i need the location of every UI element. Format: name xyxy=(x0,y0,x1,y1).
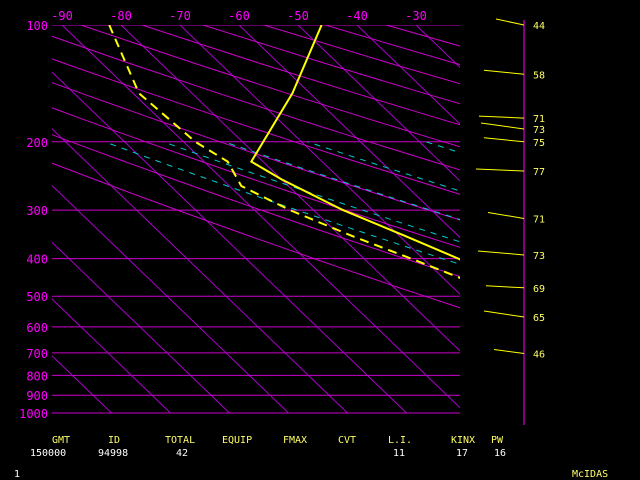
value-li: 11 xyxy=(393,448,405,459)
top-temp-tick-label: -40 xyxy=(346,9,368,23)
value-pw: 16 xyxy=(494,448,506,459)
isotherm-line xyxy=(52,71,407,414)
wind-barb-line xyxy=(478,115,525,119)
isotherm-line xyxy=(52,241,230,414)
background-grid xyxy=(52,25,640,414)
isotherm-line xyxy=(593,25,640,413)
pressure-tick-label: 100 xyxy=(26,19,48,33)
wind-barb-line xyxy=(483,137,525,143)
wind-barb-line xyxy=(483,69,525,75)
pressure-tick-label: 300 xyxy=(26,204,48,218)
top-temp-tick-label: -90 xyxy=(51,9,73,23)
pressure-tick-label: 900 xyxy=(26,389,48,403)
wind-speed-label: 69 xyxy=(533,284,545,295)
temperature-trace xyxy=(249,25,460,261)
isotherm-line xyxy=(120,25,460,352)
isotherm-line xyxy=(475,25,640,413)
dry-adiabat-line xyxy=(52,58,460,195)
isotherm-line xyxy=(52,355,112,414)
moist-adiabat-line xyxy=(162,141,460,243)
isotherm-line xyxy=(52,298,171,414)
dry-adiabat-line xyxy=(52,107,460,248)
wind-speed-label: 46 xyxy=(533,350,545,361)
moist-adiabat-line xyxy=(104,141,460,265)
isotherm-line xyxy=(238,25,460,239)
header-gmt: GMT xyxy=(52,435,70,446)
dry-adiabat-line xyxy=(80,25,460,148)
top-temp-tick-label: -30 xyxy=(405,9,427,23)
isotherm-line xyxy=(52,184,289,414)
wind-speed-label: 71 xyxy=(533,214,545,225)
top-temp-tick-label: -60 xyxy=(228,9,250,23)
dry-adiabat-line xyxy=(52,162,460,309)
wind-speed-label: 65 xyxy=(533,313,545,324)
indices-table: GMT ID TOTAL EQUIP FMAX CVT L.I. KINX PW… xyxy=(30,435,506,459)
wind-barb-line xyxy=(483,310,525,318)
dry-adiabat-line xyxy=(52,134,460,278)
dewpoint-trace xyxy=(108,25,460,279)
sounding-traces xyxy=(108,25,460,279)
wind-speed-label: 73 xyxy=(533,251,545,262)
isotherm-line xyxy=(61,25,460,409)
pressure-tick-label: 700 xyxy=(26,347,48,361)
top-temp-tick-label: -80 xyxy=(110,9,132,23)
brand-label: McIDAS xyxy=(572,469,608,480)
wind-speed-label: 75 xyxy=(533,138,545,149)
isotherm-line xyxy=(297,25,460,182)
isotherm-line xyxy=(356,25,460,125)
dry-adiabat-line xyxy=(202,25,460,105)
wind-barb-line xyxy=(487,211,525,219)
pressure-tick-label: 500 xyxy=(26,290,48,304)
isotherm-line xyxy=(52,128,348,414)
dry-adiabat-line xyxy=(386,25,460,47)
top-temp-tick-label: -70 xyxy=(169,9,191,23)
wind-barb-line xyxy=(477,250,525,256)
dry-adiabat-line xyxy=(263,25,460,85)
pressure-tick-label: 400 xyxy=(26,253,48,267)
dry-adiabat-line xyxy=(52,35,460,171)
header-pw: PW xyxy=(491,435,504,446)
pressure-tick-label: 1000 xyxy=(19,407,48,421)
pressure-tick-label: 600 xyxy=(26,321,48,335)
wind-barb-line xyxy=(485,285,525,289)
wind-barb-line xyxy=(495,18,525,26)
frame-number: 1 xyxy=(14,469,20,480)
pressure-tick-label: 800 xyxy=(26,369,48,383)
header-id: ID xyxy=(108,435,120,446)
header-fmax: FMAX xyxy=(283,435,307,446)
header-equip: EQUIP xyxy=(222,435,252,446)
value-id: 94998 xyxy=(98,448,128,459)
isotherm-line xyxy=(534,25,640,413)
wind-barb-line xyxy=(475,168,525,172)
pressure-tick-label: 200 xyxy=(26,136,48,150)
wind-speed-label: 44 xyxy=(533,21,545,32)
wind-speed-label: 58 xyxy=(533,70,545,81)
value-kinx: 17 xyxy=(456,448,468,459)
wind-barb-line xyxy=(493,349,525,354)
isotherm-line xyxy=(179,25,460,295)
wind-speed-label: 73 xyxy=(533,125,545,136)
header-cvt: CVT xyxy=(338,435,356,446)
header-total: TOTAL xyxy=(165,435,195,446)
wind-speed-label: 77 xyxy=(533,167,545,178)
axis-labels: 100 200 300 400 500 600 700 800 900 1000 -90 -80 -70… xyxy=(19,9,427,421)
value-gmt: 150000 xyxy=(30,448,66,459)
value-total: 42 xyxy=(176,448,188,459)
header-kinx: KINX xyxy=(451,435,475,446)
isotherm-line xyxy=(415,25,460,69)
dry-adiabat-line xyxy=(52,82,460,221)
wind-speed-label: 71 xyxy=(533,114,545,125)
wind-barb-line xyxy=(480,122,525,130)
moist-adiabat-line xyxy=(307,141,460,192)
top-temp-tick-label: -50 xyxy=(287,9,309,23)
header-li: L.I. xyxy=(388,435,412,446)
moist-adiabat-line xyxy=(574,142,640,413)
